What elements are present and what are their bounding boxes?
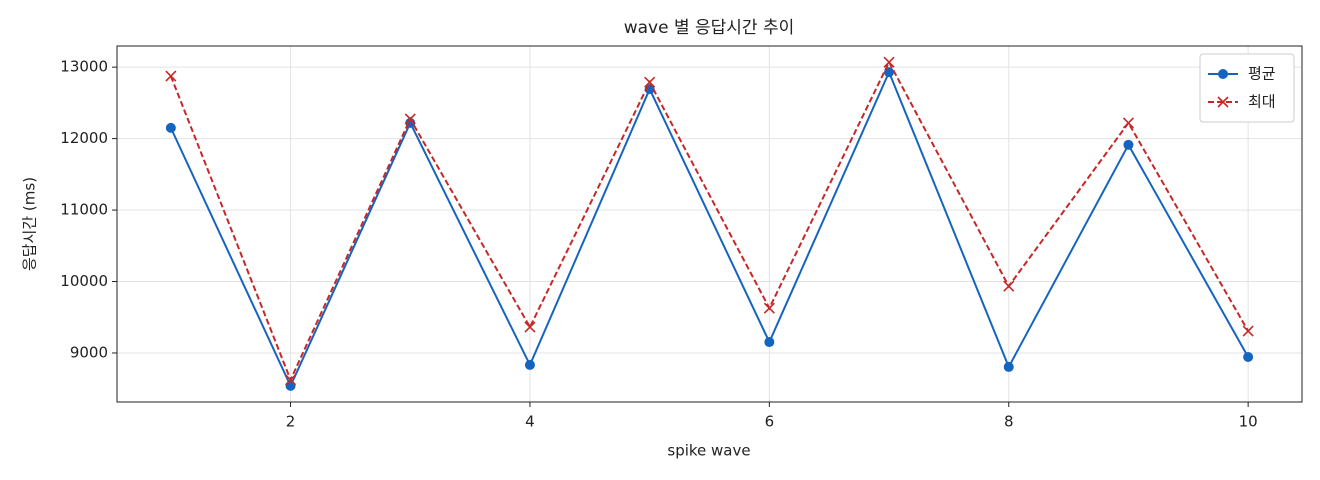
plot-frame xyxy=(116,45,1303,403)
marker xyxy=(884,67,895,78)
y-tick-label: 13000 xyxy=(60,58,108,76)
marker xyxy=(883,56,895,68)
marker xyxy=(524,321,536,333)
marker xyxy=(165,70,177,82)
marker xyxy=(165,122,176,133)
marker xyxy=(284,374,297,386)
marker xyxy=(524,359,535,370)
marker xyxy=(1217,96,1229,108)
x-tick-label: 6 xyxy=(765,413,775,431)
marker xyxy=(1218,69,1228,79)
x-tick-label: 4 xyxy=(525,413,535,431)
marker xyxy=(1122,117,1135,129)
legend-label: 최대 xyxy=(1248,93,1276,111)
y-tick-label: 10000 xyxy=(60,272,108,290)
marker xyxy=(1003,361,1014,372)
chart-title: wave 별 응답시간 추이 xyxy=(624,18,795,38)
series-line xyxy=(169,69,1250,389)
marker xyxy=(1243,351,1254,362)
series-line xyxy=(169,59,1250,383)
legend-label: 평균 xyxy=(1248,65,1276,83)
x-tick-label: 10 xyxy=(1239,413,1258,431)
marker xyxy=(404,113,416,125)
x-tick-label: 2 xyxy=(286,413,296,431)
marker xyxy=(1242,325,1254,337)
x-tick-label: 8 xyxy=(1004,413,1014,431)
legend-box xyxy=(1199,53,1295,123)
marker xyxy=(1123,139,1134,150)
marker xyxy=(644,76,656,88)
y-axis-label: 응답시간 (ms) xyxy=(21,177,39,271)
y-tick-label: 9000 xyxy=(70,343,108,361)
marker xyxy=(1003,280,1015,292)
x-axis-label: spike wave xyxy=(667,442,750,460)
marker xyxy=(764,337,775,348)
marker xyxy=(763,302,775,314)
y-tick-label: 12000 xyxy=(60,129,108,147)
y-tick-label: 11000 xyxy=(60,201,108,219)
